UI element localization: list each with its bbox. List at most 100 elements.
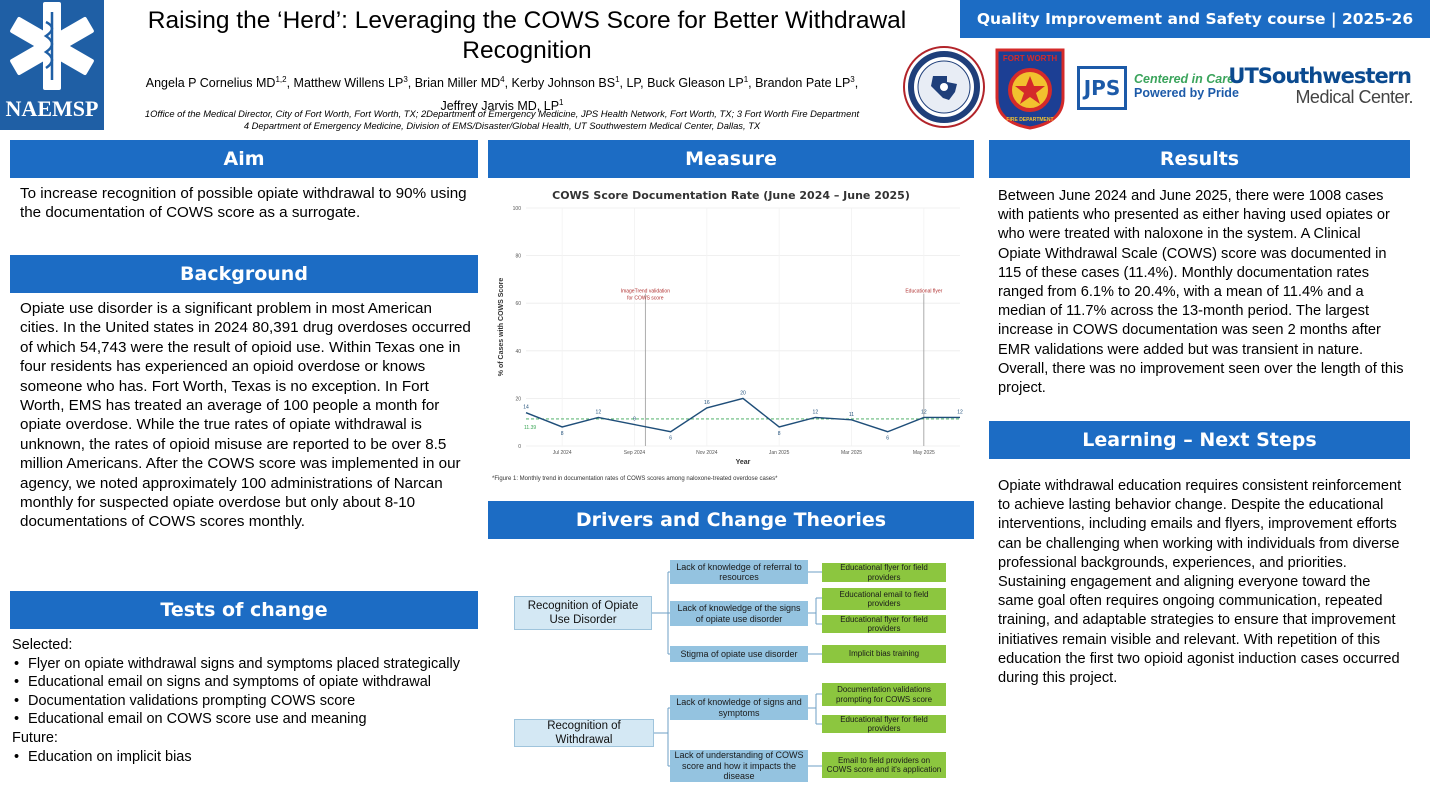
author-affiliation-number: 4 (500, 75, 505, 84)
measure-heading: Measure (488, 140, 974, 178)
data-point-label: 12 (596, 409, 602, 415)
data-point-label: 11 (849, 412, 854, 418)
annotation-label: ImageTrend validation (621, 288, 671, 294)
tests-future-label: Future: (12, 729, 58, 746)
y-tick-label: 60 (515, 301, 521, 307)
change-idea-email-1: Educational email to field providers (822, 588, 946, 610)
primary-driver-oud: Recognition of Opiate Use Disorder (514, 596, 652, 630)
star-of-life-icon (10, 2, 94, 90)
secondary-driver-cows-understanding: Lack of understanding of COWS score and … (670, 750, 808, 782)
aim-heading: Aim (10, 140, 478, 178)
chart-title: COWS Score Documentation Rate (June 2024… (552, 189, 910, 202)
y-tick-label: 80 (515, 254, 521, 260)
tests-list-item: Educational email on COWS score use and … (12, 710, 482, 729)
drivers-heading: Drivers and Change Theories (488, 501, 974, 539)
data-point-label: 8 (778, 431, 781, 437)
author-name: , Matthew Willens LP (286, 76, 404, 91)
tests-list-item: Documentation validations prompting COWS… (12, 692, 482, 711)
tests-selected-label: Selected: (12, 637, 73, 653)
x-tick-label: Jan 2025 (769, 450, 790, 456)
secondary-driver-referral: Lack of knowledge of referral to resourc… (670, 560, 808, 584)
change-idea-documentation: Documentation validations prompting for … (822, 683, 946, 706)
author-line-1: Angela P Cornelius MD1,2, Matthew Willen… (112, 70, 892, 93)
author-affiliation-number: 1 (615, 75, 620, 84)
tests-selected-list: Flyer on opiate withdrawal signs and sym… (12, 655, 482, 729)
x-tick-label: Sep 2024 (624, 450, 646, 456)
jps-health-logo: JPS Centered in Care Powered by Pride (1077, 64, 1247, 112)
y-tick-label: 0 (518, 444, 521, 450)
aim-text: To increase recognition of possible opia… (20, 185, 467, 222)
fwfd-bottom-text: FIRE DEPARTMENT (1006, 117, 1053, 123)
x-tick-label: Jul 2024 (553, 450, 572, 456)
y-tick-label: 100 (513, 206, 522, 212)
x-tick-label: Nov 2024 (696, 450, 718, 456)
fwfd-top-text: FORT WORTH (1003, 54, 1057, 63)
annotation-label: Educational flyer (905, 288, 942, 294)
data-point-label: 6 (886, 436, 889, 442)
tests-list-item: Education on implicit bias (12, 748, 482, 767)
tests-of-change-heading: Tests of change (10, 591, 478, 629)
data-point-label: 12 (813, 409, 819, 415)
author-affiliation-number: 1 (743, 75, 749, 84)
affiliations: 1Office of the Medical Director, City of… (112, 108, 892, 132)
learning-text: Opiate withdrawal education requires con… (998, 478, 1402, 687)
x-tick-label: May 2025 (913, 450, 935, 456)
results-text: Between June 2024 and June 2025, there w… (998, 188, 1404, 397)
naemsp-logo: NAEMSP (0, 0, 104, 130)
office-medical-director-seal-icon (903, 46, 985, 128)
tests-of-change-body: Selected: Flyer on opiate withdrawal sig… (12, 636, 482, 766)
tests-list-item: Educational email on signs and symptoms … (12, 673, 482, 692)
results-heading: Results (989, 140, 1410, 178)
x-axis-label: Year (736, 459, 751, 466)
change-idea-cows-email: Email to field providers on COWS score a… (822, 752, 946, 778)
author-affiliation-number: 1,2 (275, 75, 287, 84)
change-idea-implicit-bias: Implicit bias training (822, 645, 946, 663)
change-idea-flyer-2: Educational flyer for field providers (822, 615, 946, 633)
x-tick-label: Mar 2025 (841, 450, 862, 456)
tests-list-item: Flyer on opiate withdrawal signs and sym… (12, 655, 482, 674)
author-affiliation-number: 1 (559, 98, 564, 108)
secondary-driver-stigma: Stigma of opiate use disorder (670, 646, 808, 662)
cows-documentation-chart: COWS Score Documentation Rate (June 2024… (498, 189, 963, 466)
utsw-logo: UTSouthwestern Medical Center. (1228, 64, 1415, 112)
data-point-label: 6 (669, 436, 672, 442)
author-name: Angela P Cornelius MD (145, 76, 276, 91)
author-list: Angela P Cornelius MD1,2, Matthew Willen… (112, 70, 892, 116)
tests-future-list: Education on implicit bias (12, 748, 482, 767)
primary-driver-withdrawal: Recognition of Withdrawal (514, 719, 654, 747)
data-point-label: 12 (921, 409, 927, 415)
author-name: , Kerby Johnson BS (504, 76, 616, 91)
change-idea-flyer-3: Educational flyer for field providers (822, 715, 946, 733)
y-axis-label: % of Cases with COWS Score (498, 278, 505, 377)
affiliation-line-2: 4 Department of Emergency Medicine, Divi… (243, 120, 761, 131)
change-idea-flyer-1: Educational flyer for field providers (822, 563, 946, 582)
data-point-label: 16 (704, 400, 710, 406)
mean-line-label: 11.39 (524, 425, 536, 431)
course-badge: Quality Improvement and Safety course | … (960, 0, 1430, 66)
data-point-label: 12 (957, 409, 963, 415)
poster-title: Raising the ‘Herd’: Leveraging the COWS … (147, 7, 907, 64)
secondary-driver-oud-signs: Lack of knowledge of the signs of opiate… (670, 601, 808, 626)
chart-caption: *Figure 1: Monthly trend in documentatio… (492, 476, 778, 482)
utsw-logo-line-2: Medical Center. (1295, 87, 1413, 107)
data-point-label: 8 (561, 431, 564, 437)
author-name: , LP, Buck Gleason LP (619, 76, 744, 91)
author-name: Jeffrey Jarvis MD, LP (440, 99, 560, 114)
y-tick-label: 40 (515, 349, 521, 355)
background-heading: Background (10, 255, 478, 293)
author-name: , Brandon Pate LP (748, 76, 851, 91)
annotation-label: for COWS score (627, 295, 664, 301)
author-affiliation-number: 3 (850, 75, 855, 84)
data-point-label: 20 (740, 390, 746, 396)
secondary-driver-withdrawal-signs: Lack of knowledge of signs and symptoms (670, 695, 808, 720)
author-affiliation-number: 3 (403, 75, 408, 84)
driver-diagram: Recognition of Opiate Use Disorder Recog… (488, 548, 974, 788)
jps-tagline-1: Centered in Care (1134, 72, 1235, 86)
data-point-label: 14 (523, 405, 529, 411)
jps-logo-mark: JPS (1077, 66, 1127, 110)
utsw-logo-line-1: UTSouthwestern (1228, 64, 1412, 88)
series-line (525, 397, 960, 433)
author-name: , (854, 76, 859, 91)
author-name: , Brian Miller MD (407, 76, 501, 91)
jps-tagline-2: Powered by Pride (1134, 86, 1239, 100)
